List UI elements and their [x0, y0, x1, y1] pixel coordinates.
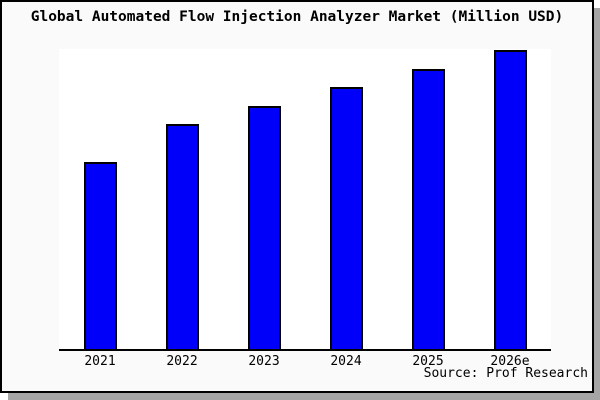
x-tick-label-2021: 2021: [84, 354, 116, 369]
bar-2022: [165, 124, 199, 349]
chart-panel: Global Automated Flow Injection Analyzer…: [0, 0, 594, 393]
chart-title: Global Automated Flow Injection Analyzer…: [30, 9, 564, 25]
bar-2024: [329, 87, 363, 349]
x-tick-label-2023: 2023: [248, 354, 280, 369]
bar-2025: [411, 69, 445, 349]
x-tick-label-2024: 2024: [330, 354, 362, 369]
x-tick-label-2022: 2022: [166, 354, 198, 369]
x-tick-label-2026e: 2026e: [490, 354, 530, 369]
source-note: Source: Prof Research: [423, 366, 588, 381]
x-axis-labels: 2021 2022 2023 2024 2025 2026e: [59, 354, 551, 370]
bar-2021: [83, 162, 117, 349]
plot-area: [59, 49, 551, 351]
bar-2023: [247, 106, 281, 349]
bar-2026e: [493, 50, 527, 349]
x-tick-label-2025: 2025: [412, 354, 444, 369]
